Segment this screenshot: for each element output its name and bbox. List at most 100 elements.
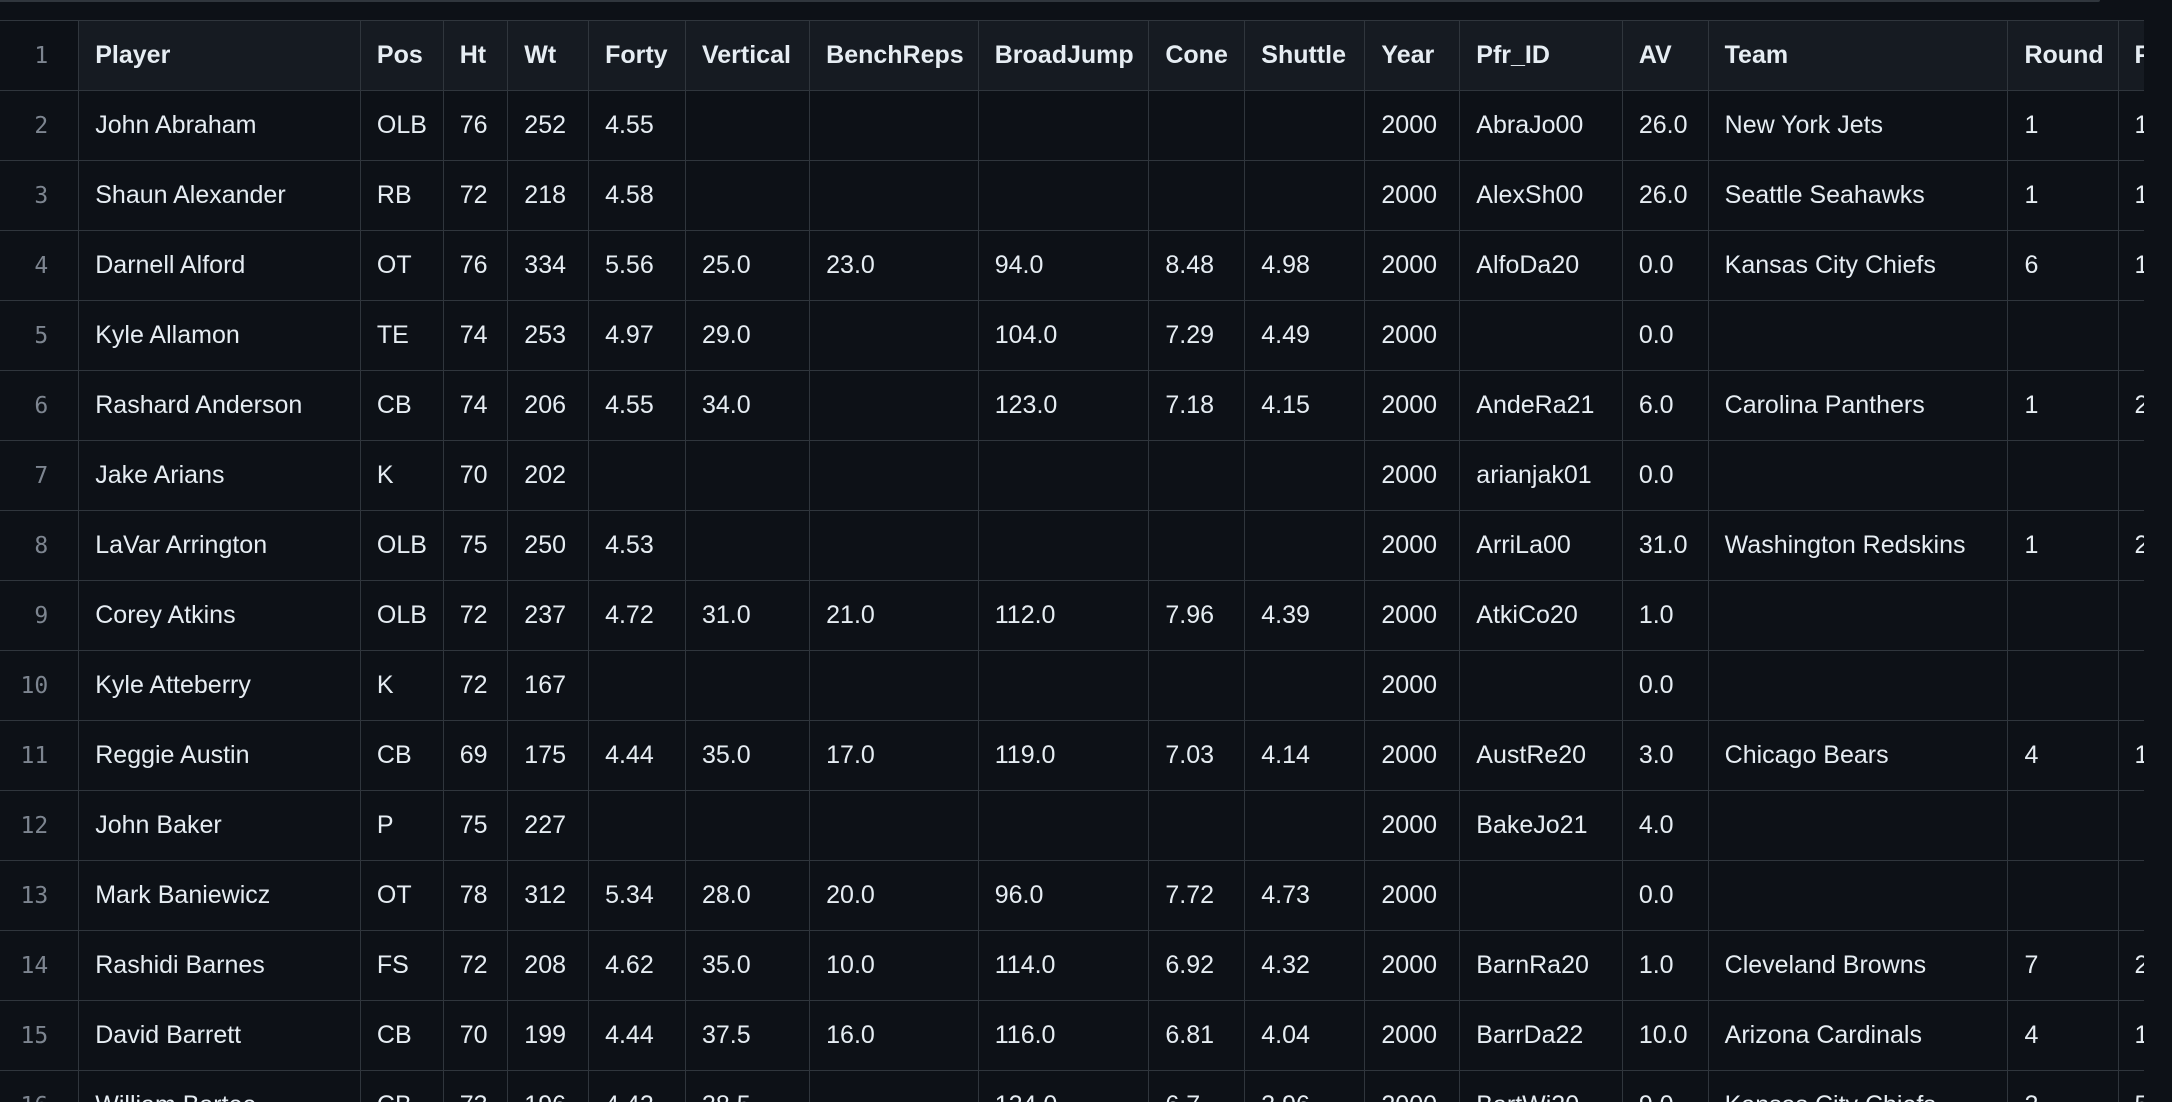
- table-cell: Kansas City Chiefs: [1707, 1070, 2009, 1102]
- column-header[interactable]: Year: [1364, 20, 1461, 91]
- table-cell: 70: [442, 440, 509, 511]
- column-header[interactable]: Cone: [1148, 20, 1246, 91]
- table-cell: David Barrett: [78, 1000, 361, 1071]
- table-cell: arianjak01: [1459, 440, 1623, 511]
- column-header[interactable]: BenchReps: [809, 20, 979, 91]
- column-header[interactable]: AV: [1621, 20, 1709, 91]
- column-header[interactable]: BroadJump: [977, 20, 1150, 91]
- table-cell: 26.0: [1621, 90, 1709, 161]
- table-cell: 23.0: [809, 230, 979, 301]
- table-cell: 4.58: [588, 160, 686, 231]
- table-row[interactable]: 2 John Abraham OLB 76 252 4.55 2000 AbraJo00 26.…: [0, 90, 2144, 161]
- table-cell: New York Jets: [1707, 90, 2009, 161]
- table-cell: 4.55: [588, 370, 686, 441]
- table-cell: CB: [359, 720, 444, 791]
- table-cell: [1244, 510, 1366, 581]
- table-cell: [977, 90, 1150, 161]
- table-row[interactable]: 9 Corey Atkins OLB 72 237 4.72 31.0 21.0 112.0 7.…: [0, 580, 2144, 651]
- table-cell: 199: [507, 1000, 590, 1071]
- table-cell: AtkiCo20: [1459, 580, 1623, 651]
- table-cell: 13: [2117, 90, 2144, 161]
- column-header[interactable]: Shuttle: [1244, 20, 1366, 91]
- table-cell: 4.73: [1244, 860, 1366, 931]
- row-number: 4: [0, 230, 80, 301]
- table-cell: [1707, 580, 2009, 651]
- table-cell: William Bartee: [78, 1070, 361, 1102]
- row-number: 16: [0, 1070, 80, 1102]
- table-row[interactable]: 14 Rashidi Barnes FS 72 208 4.62 35.0 10.0 114.0…: [0, 930, 2144, 1001]
- table-cell: 78: [442, 860, 509, 931]
- table-cell: [809, 790, 979, 861]
- table-cell: 1.0: [1621, 930, 1709, 1001]
- table-scroll-area[interactable]: 1 Player Pos Ht Wt Forty Vertical BenchReps Bro…: [0, 20, 2144, 1102]
- scrollbar-gutter[interactable]: [2144, 20, 2172, 1102]
- column-header[interactable]: Player: [78, 20, 361, 91]
- table-cell: [809, 1070, 979, 1102]
- column-header[interactable]: Wt: [507, 20, 590, 91]
- table-row[interactable]: 15 David Barrett CB 70 199 4.44 37.5 16.0 116.0 6…: [0, 1000, 2144, 1071]
- table-cell: [809, 510, 979, 581]
- table-cell: 6.7: [1148, 1070, 1246, 1102]
- table-cell: 76: [442, 230, 509, 301]
- table-cell: BakeJo21: [1459, 790, 1623, 861]
- toolbar-divider: [0, 0, 2100, 2]
- row-number: 7: [0, 440, 80, 511]
- table-row[interactable]: 8 LaVar Arrington OLB 75 250 4.53 2000 ArriLa00…: [0, 510, 2144, 581]
- table-cell: 28.0: [684, 860, 811, 931]
- table-cell: CB: [359, 1000, 444, 1071]
- table-row[interactable]: 6 Rashard Anderson CB 74 206 4.55 34.0 123.0 7.1…: [0, 370, 2144, 441]
- table-cell: 3.0: [1621, 720, 1709, 791]
- table-cell: [1459, 650, 1623, 721]
- row-number: 3: [0, 160, 80, 231]
- table-cell: Kyle Allamon: [78, 300, 361, 371]
- table-cell: 75: [442, 510, 509, 581]
- table-cell: Carolina Panthers: [1707, 370, 2009, 441]
- table-cell: 4.44: [588, 720, 686, 791]
- table-cell: 54: [2117, 1070, 2144, 1102]
- row-number: 13: [0, 860, 80, 931]
- table-row[interactable]: 12 John Baker P 75 227 2000 BakeJo21 4.0: [0, 790, 2144, 861]
- table-row[interactable]: 4 Darnell Alford OT 76 334 5.56 25.0 23.0 94.0 8.…: [0, 230, 2144, 301]
- column-header[interactable]: Round: [2007, 20, 2119, 91]
- table-cell: 206: [507, 370, 590, 441]
- table-row[interactable]: 16William BarteeCB731964.4238.5 124.06.73…: [0, 1070, 2144, 1102]
- column-header[interactable]: Pfr_ID: [1459, 20, 1623, 91]
- table-row[interactable]: 13 Mark Baniewicz OT 78 312 5.34 28.0 20.0 96.0 7…: [0, 860, 2144, 931]
- table-cell: Rashard Anderson: [78, 370, 361, 441]
- table-cell: [1707, 300, 2009, 371]
- table-cell: 0.0: [1621, 440, 1709, 511]
- table-row[interactable]: 5 Kyle Allamon TE 74 253 4.97 29.0 104.0 7.29 4.4…: [0, 300, 2144, 371]
- table-cell: [1707, 860, 2009, 931]
- table-cell: [809, 300, 979, 371]
- column-header[interactable]: Team: [1707, 20, 2009, 91]
- table-cell: [977, 790, 1150, 861]
- table-cell: 72: [442, 160, 509, 231]
- table-cell: John Abraham: [78, 90, 361, 161]
- table-row[interactable]: 11 Reggie Austin CB 69 175 4.44 35.0 17.0 119.0 7…: [0, 720, 2144, 791]
- table-cell: [809, 160, 979, 231]
- column-header[interactable]: Forty: [588, 20, 686, 91]
- table-cell: [977, 160, 1150, 231]
- table-cell: 334: [507, 230, 590, 301]
- row-number: 12: [0, 790, 80, 861]
- table-cell: [809, 90, 979, 161]
- column-header[interactable]: Pos: [359, 20, 444, 91]
- table-cell: [1707, 790, 2009, 861]
- table-cell: 4.0: [1621, 790, 1709, 861]
- table-cell: Washington Redskins: [1707, 510, 2009, 581]
- table-cell: [1459, 860, 1623, 931]
- table-row[interactable]: 3 Shaun Alexander RB 72 218 4.58 2000 AlexSh00 2…: [0, 160, 2144, 231]
- table-cell: 123.0: [977, 370, 1150, 441]
- table-cell: 19: [2117, 160, 2144, 231]
- row-number: 8: [0, 510, 80, 581]
- table-cell: 8.48: [1148, 230, 1246, 301]
- table-cell: [684, 650, 811, 721]
- column-header[interactable]: Vertical: [684, 20, 811, 91]
- column-header[interactable]: Ht: [442, 20, 509, 91]
- table-row[interactable]: 10 Kyle Atteberry K 72 167 2000 0.0: [0, 650, 2144, 721]
- row-number: 6: [0, 370, 80, 441]
- table-cell: K: [359, 440, 444, 511]
- table-cell: [809, 370, 979, 441]
- table-row[interactable]: 7 Jake Arians K 70 202 2000 arianjak01 0.0: [0, 440, 2144, 511]
- column-header[interactable]: Pick: [2117, 20, 2144, 91]
